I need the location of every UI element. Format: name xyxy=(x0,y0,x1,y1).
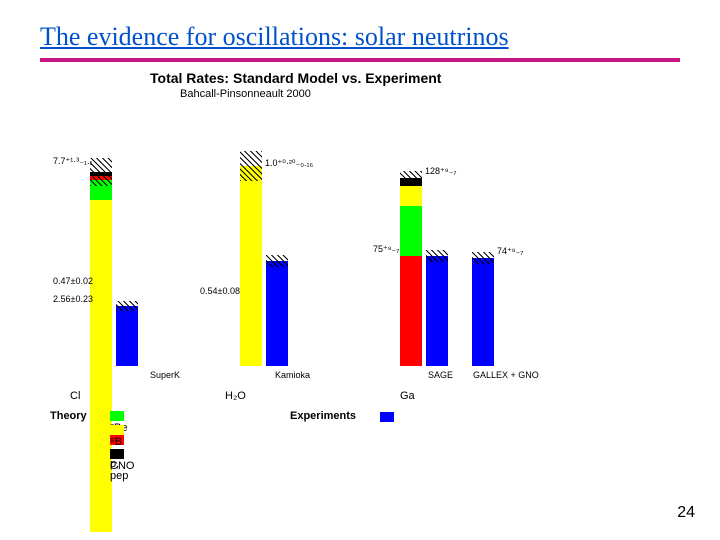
hatch-error xyxy=(426,250,448,262)
label-cl-theory: 7.7⁺¹·³₋₁.₁ xyxy=(53,156,93,167)
seg-exp xyxy=(472,258,494,366)
bar-ga-sage xyxy=(426,256,448,366)
legend-label-cno: CNO xyxy=(110,460,134,472)
label-cl-second: 0.47±0.02 xyxy=(53,276,93,286)
slide-title: The evidence for oscillations: solar neu… xyxy=(40,22,509,52)
seg-exp xyxy=(116,306,138,366)
swatch-be7 xyxy=(110,411,124,421)
chart-subtitle: Bahcall-Pinsonneault 2000 xyxy=(180,88,311,100)
solar-neutrino-chart: Total Rates: Standard Model vs. Experime… xyxy=(50,70,610,450)
hatch-error xyxy=(266,255,288,267)
label-cl-exp: 2.56±0.23 xyxy=(53,294,93,304)
seg-b8 xyxy=(240,166,262,366)
swatch-cno xyxy=(110,449,124,459)
swatch-exp xyxy=(380,412,394,422)
legend-item-b8: ⁸B xyxy=(110,424,134,448)
label-ga-sage: 75⁺⁸₋₇ xyxy=(373,244,399,255)
xlab-cl: Cl xyxy=(70,390,80,402)
hatch-error xyxy=(400,171,422,185)
hatch-error xyxy=(240,151,262,181)
seg-exp xyxy=(266,261,288,366)
page-number: 24 xyxy=(677,504,695,522)
bar-h2o-theory-stack xyxy=(240,166,262,366)
bar-cl-theory-stack xyxy=(90,172,112,366)
legend-item-cno: CNO xyxy=(110,448,134,472)
xlab-ga: Ga xyxy=(400,390,415,402)
hatch-error xyxy=(90,158,112,186)
legend-experiments-label: Experiments xyxy=(290,410,356,422)
bar-ga-gallex xyxy=(472,258,494,366)
bar-ga-theory-stack xyxy=(400,178,422,366)
xlab-superk: SuperK xyxy=(150,370,180,380)
seg-exp xyxy=(426,256,448,366)
bar-cl-exp xyxy=(116,306,138,366)
xlab-sage: SAGE xyxy=(428,370,453,380)
label-ga-gallex: 74⁺⁸₋₇ xyxy=(497,246,523,257)
seg-be7 xyxy=(400,206,422,256)
chart-title: Total Rates: Standard Model vs. Experime… xyxy=(150,70,441,86)
legend-label-b8: ⁸B xyxy=(110,436,122,448)
label-ga-theory: 128⁺⁹₋₇ xyxy=(425,166,456,177)
seg-b8 xyxy=(400,186,422,206)
swatch-b8 xyxy=(110,425,124,435)
legend-theory-label: Theory xyxy=(50,410,87,422)
seg-pp xyxy=(400,256,422,366)
xlab-kamioka: Kamioka xyxy=(275,370,310,380)
xlab-gallex: GALLEX + GNO xyxy=(473,370,539,380)
bars-area: 7.7⁺¹·³₋₁.₁ 0.47±0.02 2.56±0.23 1.0⁺⁰·²⁰… xyxy=(50,116,610,366)
hatch-error xyxy=(116,301,138,311)
title-rule xyxy=(40,58,680,62)
slide: The evidence for oscillations: solar neu… xyxy=(0,0,720,540)
hatch-error xyxy=(472,252,494,264)
seg-b8 xyxy=(90,200,112,366)
label-h2o-theory: 1.0⁺⁰·²⁰₋₀.₁₆ xyxy=(265,158,313,169)
xlab-h2o: H₂O xyxy=(225,390,246,402)
label-h2o-exp: 0.54±0.08 xyxy=(200,286,240,296)
bar-h2o-exp xyxy=(266,261,288,366)
